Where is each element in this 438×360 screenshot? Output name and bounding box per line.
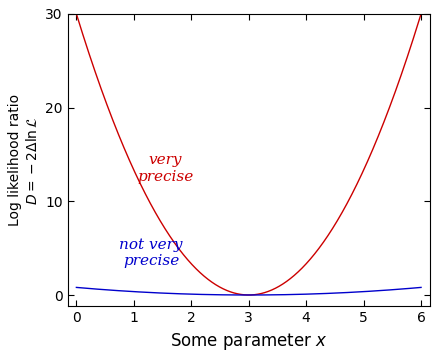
Y-axis label: Log likelihood ratio
$D = -2\Delta\ln\mathcal{L}$: Log likelihood ratio $D = -2\Delta\ln\ma… [8, 94, 40, 226]
Text: very
precise: very precise [137, 153, 194, 184]
X-axis label: Some parameter $x$: Some parameter $x$ [170, 331, 328, 352]
Text: not very
precise: not very precise [119, 238, 183, 268]
